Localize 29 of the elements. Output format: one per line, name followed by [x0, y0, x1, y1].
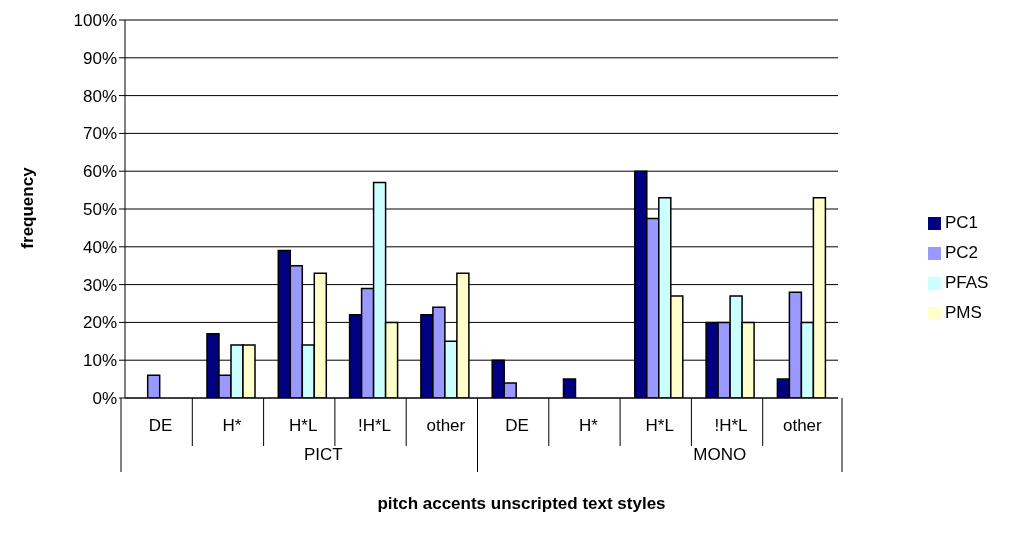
y-tick-label: 30% — [82, 275, 117, 295]
x-tick-label: H*L — [645, 416, 674, 435]
x-tick-label: H* — [222, 416, 242, 435]
y-tick-label: 80% — [82, 86, 117, 106]
legend-label: PC2 — [945, 243, 979, 262]
legend-label: PC1 — [945, 213, 979, 232]
x-tick-label: DE — [148, 416, 173, 435]
y-axis-title: frequency — [18, 166, 38, 251]
text: MONO — [692, 445, 748, 465]
x-tick-label: H*L — [289, 416, 318, 435]
y-tick-label: 10% — [82, 351, 117, 371]
legend-label: PFAS — [945, 273, 989, 292]
y-tick-label: 20% — [82, 313, 117, 333]
x-tick-label: H* — [579, 416, 599, 435]
legend-label: PMS — [945, 303, 982, 322]
x-tick-label: other — [426, 416, 466, 435]
x-tick-label: DE — [505, 416, 529, 435]
x-axis-title: pitch accents unscripted text styles — [376, 494, 667, 514]
y-tick-label: 50% — [82, 200, 117, 220]
y-tick-label: 40% — [82, 237, 117, 257]
y-tick-label: 60% — [82, 162, 117, 182]
y-tick-label: 70% — [82, 124, 117, 144]
x-tick-label: other — [782, 416, 823, 435]
y-tick-label: 0% — [92, 389, 117, 409]
text: PICT — [302, 445, 344, 465]
x-tick-label: !H*L — [714, 416, 748, 435]
y-tick-label: 90% — [82, 48, 117, 68]
x-tick-label: !H*L — [358, 416, 392, 435]
y-tick-label: 100% — [73, 11, 117, 31]
